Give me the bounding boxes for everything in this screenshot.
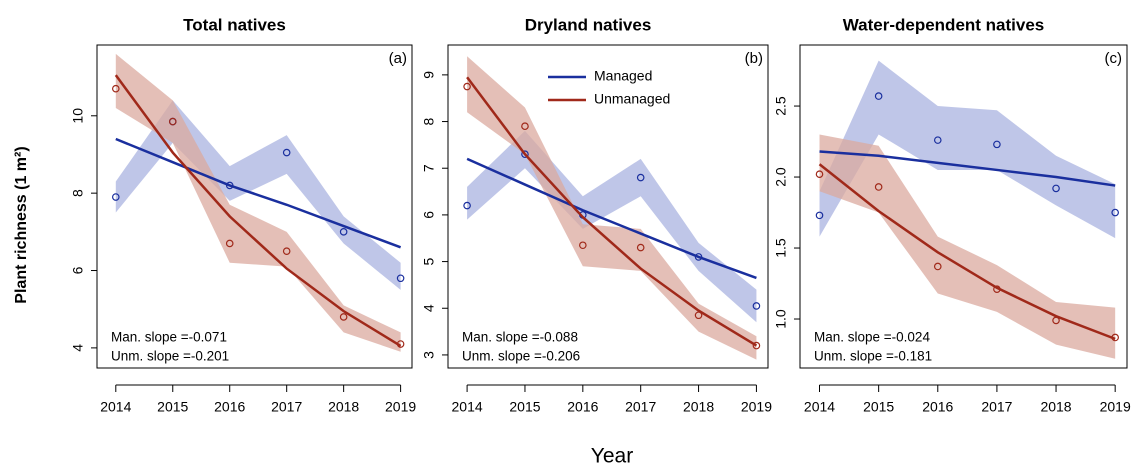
fit-line [818,163,1116,341]
y-tick-label: 7 [421,164,437,172]
y-tick-label: 4 [70,344,86,352]
x-tick-label: 2014 [452,399,483,415]
data-point [579,241,587,250]
x-tick-label: 2017 [625,399,656,415]
y-tick-label: 9 [421,71,437,79]
data-point [874,92,883,100]
data-point [1052,316,1060,325]
fit-line [115,137,402,249]
confidence-band [819,134,1116,359]
data-point [396,340,405,348]
slope-annotation: Unm. slope =-0.206 [462,349,580,364]
x-axis-label: Year [591,445,633,468]
slope-annotation: Unm. slope =-0.201 [111,349,229,364]
y-tick-label: 6 [70,266,86,274]
data-point [282,247,291,255]
slope-annotation: Man. slope =-0.088 [462,330,578,345]
fit-line [819,150,1116,187]
data-point [111,193,120,201]
data-point [993,140,1001,149]
data-point [339,228,348,236]
data-point [1052,184,1060,193]
slope-annotation: Man. slope =-0.024 [814,330,930,345]
fit-line [466,76,758,347]
y-axis-label: Plant richness (1 m²) [13,146,30,303]
y-tick-label: 2.0 [773,167,789,187]
data-point [694,253,703,261]
panel-title: Total natives [183,15,286,34]
legend-label: Managed [594,68,652,84]
data-point [815,170,824,179]
data-point [463,201,471,210]
data-point [933,262,942,271]
data-point [225,181,234,190]
data-point [694,311,703,320]
x-tick-label: 2019 [741,399,772,415]
data-point [933,136,942,144]
x-tick-label: 2017 [981,399,1012,415]
data-point [463,82,471,91]
data-point [1111,208,1119,217]
plot-frame [799,44,1128,369]
data-point [815,211,824,220]
y-tick-label: 10 [70,108,86,124]
y-tick-label: 5 [421,257,437,265]
x-tick-label: 2016 [922,399,953,415]
slope-annotation: Man. slope =-0.071 [111,330,227,345]
y-tick-label: 6 [421,211,437,219]
y-tick-label: 2.5 [773,96,789,116]
data-point [752,302,761,310]
fit-line [466,157,757,280]
data-point [874,183,883,191]
confidence-band [115,53,401,352]
x-tick-label: 2016 [567,399,598,415]
data-point [339,313,348,321]
y-tick-label: 1.5 [773,238,789,258]
data-point [521,150,529,159]
y-tick-label: 3 [421,351,437,359]
x-tick-label: 2019 [1100,399,1131,415]
data-point [282,148,291,157]
data-point [636,243,645,252]
slope-annotation: Unm. slope =-0.181 [814,349,932,364]
data-point [1111,333,1119,342]
panel-title: Dryland natives [525,15,652,34]
plot-frame [447,44,769,369]
legend-label: Unmanaged [594,91,670,107]
x-tick-label: 2016 [214,399,245,415]
x-tick-label: 2019 [385,399,416,415]
panel-title: Water-dependent natives [843,15,1045,34]
y-tick-label: 1.0 [773,309,789,329]
data-point [993,285,1001,294]
x-tick-label: 2015 [509,399,540,415]
x-tick-label: 2018 [328,399,359,415]
data-point [521,122,529,131]
data-point [168,117,177,126]
y-tick-label: 8 [421,117,437,125]
x-tick-label: 2018 [683,399,714,415]
fit-line [114,74,402,348]
x-tick-label: 2014 [100,399,131,415]
x-tick-label: 2015 [863,399,894,415]
x-tick-label: 2014 [804,399,835,415]
confidence-band [819,60,1116,239]
panel-label: (b) [745,50,763,67]
panel-label: (c) [1105,50,1123,67]
data-point [225,239,234,248]
y-tick-label: 8 [70,189,86,197]
x-tick-label: 2015 [157,399,188,415]
x-tick-label: 2017 [271,399,302,415]
data-point [396,274,405,283]
panel-label: (a) [389,50,407,67]
data-point [111,84,120,93]
data-point [636,173,645,182]
plot-frame [96,44,413,369]
data-point [752,341,761,350]
y-tick-label: 4 [421,304,437,312]
x-tick-label: 2018 [1040,399,1071,415]
